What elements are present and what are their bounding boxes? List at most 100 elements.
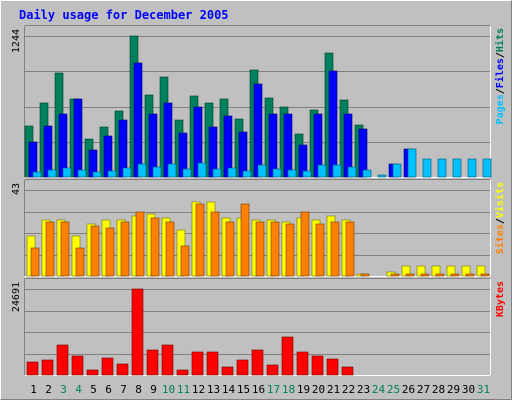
bar-kbytes xyxy=(86,369,99,376)
bar-sites xyxy=(435,273,445,277)
bar-kbytes xyxy=(251,349,264,376)
x-tick-label: 25 xyxy=(387,383,400,396)
bar-files xyxy=(73,98,83,178)
x-tick-label: 12 xyxy=(192,383,205,396)
x-tick-label: 18 xyxy=(282,383,295,396)
bar-sites xyxy=(105,227,115,277)
bar-pages xyxy=(302,170,312,178)
series-kbytes xyxy=(26,288,354,376)
x-tick-label: 31 xyxy=(477,383,490,396)
bar-sites xyxy=(465,273,475,277)
x-tick-label: 9 xyxy=(150,383,157,396)
bar-pages xyxy=(137,163,147,178)
x-tick-label: 10 xyxy=(162,383,175,396)
legend-entry: Sites xyxy=(494,224,506,254)
bar-sites xyxy=(165,221,175,277)
bar-kbytes xyxy=(281,336,294,376)
bar-kbytes xyxy=(161,344,174,376)
x-tick-label: 5 xyxy=(90,383,97,396)
x-tick-label: 6 xyxy=(105,383,112,396)
x-tick-label: 1 xyxy=(30,383,37,396)
bar-pages xyxy=(362,169,372,178)
x-tick-label: 13 xyxy=(207,383,220,396)
x-tick-label: 15 xyxy=(237,383,250,396)
bar-pages xyxy=(332,164,342,178)
bar-sites xyxy=(225,221,235,277)
bar-kbytes xyxy=(221,366,234,376)
bar-files xyxy=(253,83,263,178)
bar-pages xyxy=(107,170,117,178)
bar-kbytes xyxy=(341,366,354,376)
bar-kbytes xyxy=(56,344,69,376)
x-tick-label: 7 xyxy=(120,383,127,396)
bar-kbytes xyxy=(26,361,39,376)
bar-pages xyxy=(227,167,237,178)
bar-sites xyxy=(195,203,205,277)
x-tick-label: 21 xyxy=(327,383,340,396)
bar-sites xyxy=(270,221,280,277)
legend-entry: Pages xyxy=(495,94,506,124)
bar-pages xyxy=(257,164,267,178)
y-max-label: 43 xyxy=(11,183,22,195)
bar-sites xyxy=(210,211,220,277)
bar-kbytes xyxy=(101,357,114,376)
bar-sites xyxy=(480,273,490,277)
x-tick-label: 22 xyxy=(342,383,355,396)
bar-files xyxy=(43,125,53,178)
legend-entry: / xyxy=(495,218,506,224)
x-tick-label: 23 xyxy=(357,383,370,396)
bar-files xyxy=(283,113,293,178)
legend-entry: Hits xyxy=(494,28,506,52)
bar-sites xyxy=(255,221,265,277)
bar-kbytes xyxy=(116,363,129,376)
bar-sites xyxy=(360,273,370,277)
legend-entry: KBytes xyxy=(495,281,506,317)
bar-kbytes xyxy=(206,351,219,376)
x-tick-label: 30 xyxy=(462,383,475,396)
bar-pages xyxy=(482,158,492,178)
bar-files xyxy=(58,113,68,178)
bar-kbytes xyxy=(41,359,54,376)
bar-sites xyxy=(330,221,340,277)
bar-kbytes xyxy=(296,351,309,376)
series-files xyxy=(28,62,413,178)
legend: Sites/Visits xyxy=(494,182,506,254)
x-tick-label: 14 xyxy=(222,383,236,396)
bar-files xyxy=(238,131,248,178)
x-tick-label: 8 xyxy=(135,383,142,396)
bar-files xyxy=(328,70,338,178)
bar-kbytes xyxy=(146,349,159,376)
bar-sites xyxy=(60,221,70,277)
x-tick-label: 16 xyxy=(252,383,265,396)
x-tick-label: 4 xyxy=(75,383,82,396)
bar-pages xyxy=(272,168,282,178)
bar-sites xyxy=(45,221,55,277)
series-pages xyxy=(32,148,492,178)
bar-sites xyxy=(345,221,355,277)
x-tick-label: 28 xyxy=(432,383,445,396)
bar-pages xyxy=(347,166,357,178)
bar-kbytes xyxy=(131,288,144,376)
legend-entry: Files xyxy=(494,58,506,88)
bar-kbytes xyxy=(176,369,189,376)
bar-files xyxy=(268,113,278,178)
bar-pages xyxy=(62,167,72,178)
bar-pages xyxy=(92,171,102,178)
bar-pages xyxy=(197,162,207,178)
bar-sites xyxy=(420,273,430,277)
bar-pages xyxy=(122,167,132,178)
legend-entry: / xyxy=(495,52,506,58)
bar-kbytes xyxy=(311,355,324,376)
bar-pages xyxy=(407,148,417,178)
bar-pages xyxy=(317,164,327,178)
legend: KBytes xyxy=(495,281,506,317)
bar-pages xyxy=(242,170,252,178)
x-tick-label: 29 xyxy=(447,383,460,396)
bar-sites xyxy=(405,273,415,277)
bar-kbytes xyxy=(326,358,339,376)
panel-visits-sites: 43 Sites/Visits xyxy=(11,179,506,277)
bar-kbytes xyxy=(236,359,249,376)
x-tick-label: 24 xyxy=(372,383,386,396)
bar-sites xyxy=(180,245,190,277)
